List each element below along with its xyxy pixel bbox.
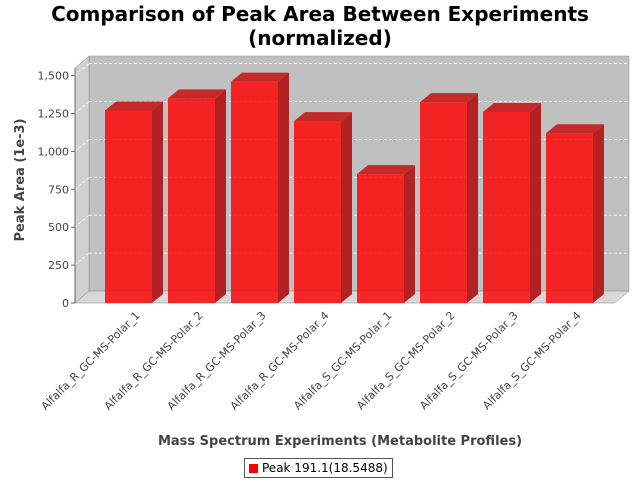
bar [420, 102, 467, 303]
y-tick-label: 0 [62, 297, 69, 310]
x-tick-label: Alfalfa_R_GC-MS-Polar_1 [39, 309, 143, 413]
bar-side [467, 93, 478, 303]
bar [231, 81, 278, 303]
bar-top [105, 101, 163, 111]
bar [546, 133, 593, 303]
bar-top [294, 112, 352, 122]
bar-top [231, 72, 289, 82]
gridline-side [74, 139, 90, 152]
bar-side [215, 89, 226, 304]
bar-side [530, 102, 541, 303]
bar-top [483, 102, 541, 112]
bar-top [357, 165, 415, 175]
bar-top [546, 124, 604, 134]
bar [105, 110, 152, 303]
gridline-side [74, 101, 90, 114]
bar [168, 98, 215, 304]
bar-side [593, 124, 604, 304]
y-tick-label: 500 [48, 221, 69, 234]
bar-side [278, 72, 289, 303]
y-tick-label: 1,000 [38, 145, 70, 158]
bar-top [420, 93, 478, 103]
x-axis-title: Mass Spectrum Experiments (Metabolite Pr… [158, 434, 522, 449]
y-tick-label: 250 [48, 259, 69, 272]
chart-title: Comparison of Peak Area Between Experime… [51, 2, 589, 50]
y-tick-label: 1,500 [38, 70, 70, 83]
bar [294, 121, 341, 303]
bar-side [404, 165, 415, 303]
legend: Peak 191.1(18.5488) [244, 458, 393, 478]
legend-label: Peak 191.1(18.5488) [262, 461, 388, 475]
bar [483, 111, 530, 303]
gridline-side [74, 176, 90, 190]
gridline-side [74, 63, 90, 76]
bar-top [168, 89, 226, 99]
y-tick-label: 750 [48, 183, 69, 196]
bar-side [152, 101, 163, 303]
bar [357, 174, 404, 303]
bar-side [341, 112, 352, 303]
legend-swatch [249, 463, 258, 473]
y-tick-label: 1,250 [38, 107, 70, 120]
gridline-side [74, 214, 90, 228]
gridline-side [74, 252, 90, 266]
y-axis-title: Peak Area (1e-3) [13, 118, 28, 241]
